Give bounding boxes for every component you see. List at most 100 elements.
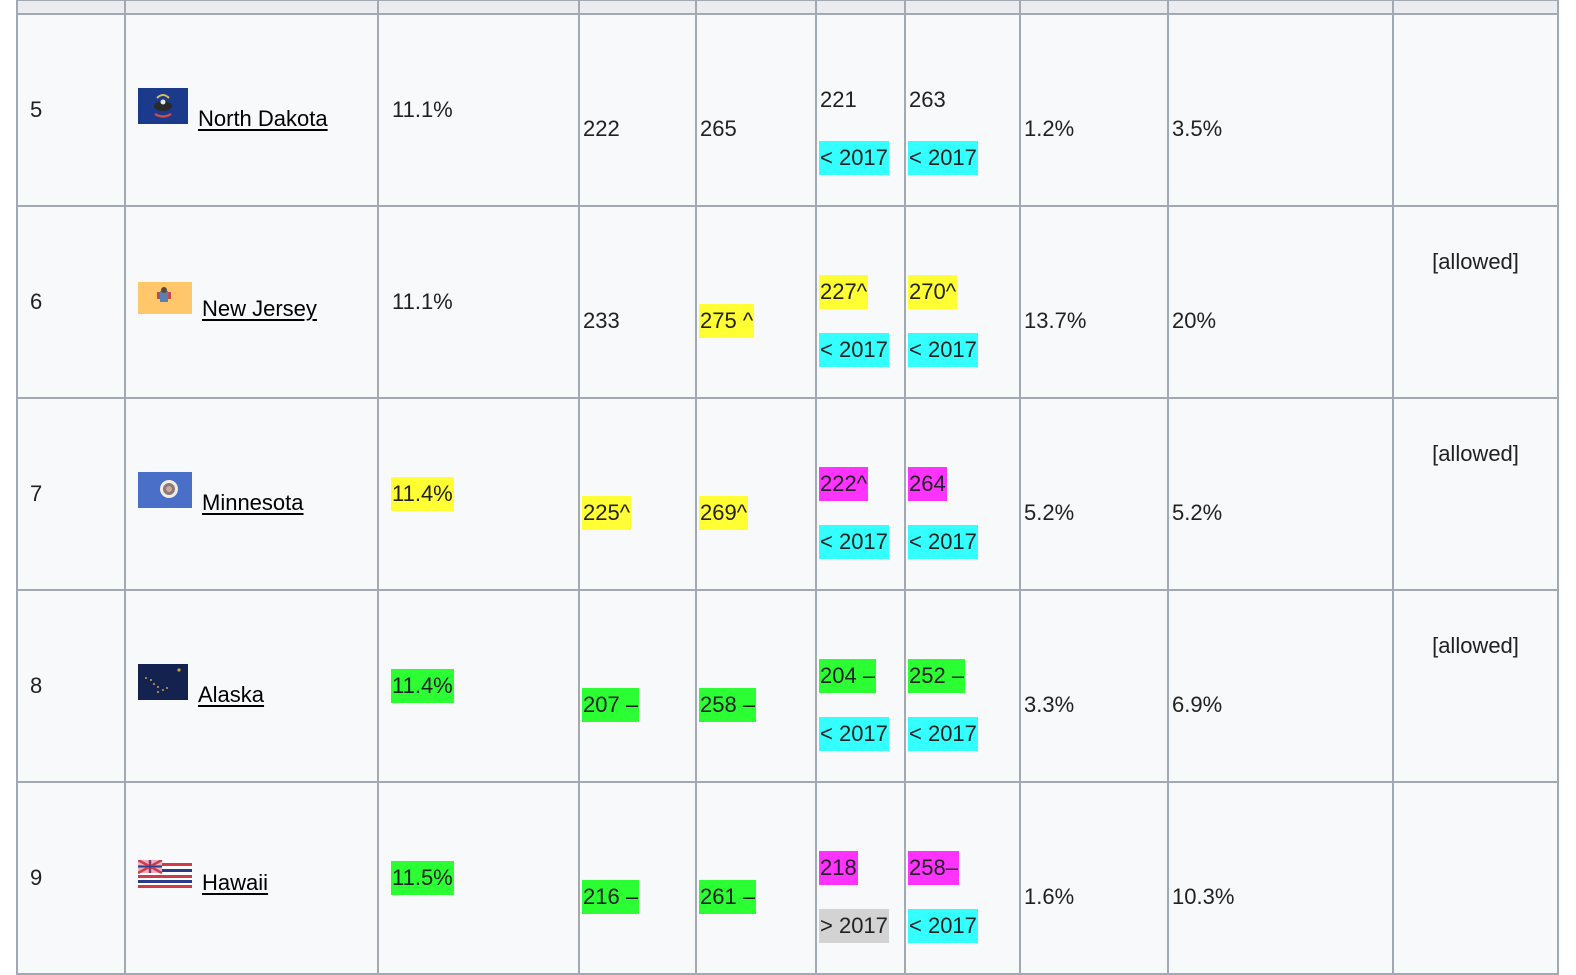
rank-value: 7 <box>30 481 43 506</box>
score-value: 218 <box>819 851 858 885</box>
score-cell-1: 222 <box>578 13 697 207</box>
rank-value: 9 <box>30 865 43 890</box>
note-cell <box>1392 13 1559 207</box>
percent-cell-2: 5.2% <box>1167 397 1394 591</box>
percent-value: 1.6% <box>1024 884 1075 909</box>
percent-cell-1: 5.2% <box>1019 397 1169 591</box>
header-cell <box>695 0 817 15</box>
state-link[interactable]: Hawaii <box>202 870 269 895</box>
percent-value: 3.5% <box>1172 116 1223 141</box>
trend-badge: < 2017 <box>819 141 889 175</box>
percent-value: 6.9% <box>1172 692 1223 717</box>
score-cell-2: 265 <box>695 13 817 207</box>
state-cell: Minnesota <box>124 397 379 591</box>
score-cell-4: 270^ < 2017 <box>904 205 1021 399</box>
note-value: [allowed] <box>1432 249 1519 274</box>
header-cell <box>1167 0 1394 15</box>
trend-badge: < 2017 <box>819 333 889 367</box>
rank-cell: 6 <box>16 205 126 399</box>
note-cell: [allowed] <box>1392 205 1559 399</box>
rate-cell: 11.4% <box>377 589 580 783</box>
rank-cell: 9 <box>16 781 126 975</box>
score-value: 270^ <box>908 275 958 309</box>
score-value: 258 – <box>699 688 757 722</box>
state-data-table: 5 North Dakota 11.1% 222 265 221 < 2017 2… <box>16 0 1559 975</box>
score-cell-4: 264 < 2017 <box>904 397 1021 591</box>
score-value: 216 – <box>582 880 640 914</box>
score-cell-4: 252 – < 2017 <box>904 589 1021 783</box>
rank-value: 6 <box>30 289 43 314</box>
rate-cell: 11.1% <box>377 205 580 399</box>
score-cell-1: 207 – <box>578 589 697 783</box>
note-cell: [allowed] <box>1392 589 1559 783</box>
header-cell <box>578 0 697 15</box>
score-value: 225^ <box>582 496 632 530</box>
table-row-8: 8 Alaska 11.4% 207 – 258 – 204 – < 2017 2… <box>16 589 1559 783</box>
rate-value: 11.4% <box>391 669 454 703</box>
state-link[interactable]: Alaska <box>198 682 265 707</box>
rank-cell: 8 <box>16 589 126 783</box>
score-value: 258– <box>908 851 959 885</box>
table-row-9: 9 Hawaii 11.5% 216 – 261 – 218 > 2017 258… <box>16 781 1559 975</box>
table-row-6: 6 New Jersey 11.1% 233 275 ^ 227^ < 2017 … <box>16 205 1559 399</box>
trend-badge: < 2017 <box>908 525 978 559</box>
alaska-flag-icon <box>138 664 188 700</box>
score-cell-1: 233 <box>578 205 697 399</box>
rate-value: 11.1% <box>392 289 453 314</box>
trend-badge: < 2017 <box>908 141 978 175</box>
table-row-5: 5 North Dakota 11.1% 222 265 221 < 2017 2… <box>16 13 1559 207</box>
score-cell-4: 258– < 2017 <box>904 781 1021 975</box>
percent-value: 5.2% <box>1024 500 1075 525</box>
score-value: 252 – <box>908 659 966 693</box>
rate-cell: 11.5% <box>377 781 580 975</box>
trend-badge: < 2017 <box>908 333 978 367</box>
header-cell <box>1392 0 1559 15</box>
score-cell-1: 225^ <box>578 397 697 591</box>
hawaii-flag-icon <box>138 860 192 888</box>
score-value: 233 <box>583 308 620 333</box>
percent-cell-1: 13.7% <box>1019 205 1169 399</box>
trend-badge: < 2017 <box>908 909 978 943</box>
state-link[interactable]: North Dakota <box>198 106 328 131</box>
score-value: 275 ^ <box>699 304 755 338</box>
rank-value: 8 <box>30 673 43 698</box>
header-cell <box>124 0 379 15</box>
percent-cell-1: 3.3% <box>1019 589 1169 783</box>
score-value: 269^ <box>699 496 749 530</box>
percent-cell-2: 20% <box>1167 205 1394 399</box>
state-cell: Alaska <box>124 589 379 783</box>
score-cell-3: 204 – < 2017 <box>815 589 906 783</box>
score-value: 261 – <box>699 880 757 914</box>
percent-cell-2: 3.5% <box>1167 13 1394 207</box>
header-cell <box>377 0 580 15</box>
state-link[interactable]: New Jersey <box>202 296 317 321</box>
score-cell-3: 227^ < 2017 <box>815 205 906 399</box>
score-value: 207 – <box>582 688 640 722</box>
percent-value: 3.3% <box>1024 692 1075 717</box>
trend-badge: > 2017 <box>819 909 889 943</box>
score-value: 227^ <box>819 275 869 309</box>
minnesota-flag-icon <box>138 472 192 508</box>
note-value: [allowed] <box>1432 633 1519 658</box>
table-row-7: 7 Minnesota 11.4% 225^ 269^ 222^ < 2017 2… <box>16 397 1559 591</box>
trend-badge: < 2017 <box>819 525 889 559</box>
note-value: [allowed] <box>1432 441 1519 466</box>
score-cell-3: 222^ < 2017 <box>815 397 906 591</box>
rate-cell: 11.4% <box>377 397 580 591</box>
state-cell: New Jersey <box>124 205 379 399</box>
score-cell-2: 269^ <box>695 397 817 591</box>
trend-badge: < 2017 <box>819 717 889 751</box>
state-link[interactable]: Minnesota <box>202 490 304 515</box>
score-cell-2: 275 ^ <box>695 205 817 399</box>
score-cell-2: 261 – <box>695 781 817 975</box>
rate-value: 11.4% <box>391 477 454 511</box>
state-cell: Hawaii <box>124 781 379 975</box>
score-cell-1: 216 – <box>578 781 697 975</box>
note-cell: [allowed] <box>1392 397 1559 591</box>
score-value: 222 <box>583 116 620 141</box>
score-value: 204 – <box>819 659 877 693</box>
percent-cell-1: 1.2% <box>1019 13 1169 207</box>
score-cell-2: 258 – <box>695 589 817 783</box>
percent-cell-1: 1.6% <box>1019 781 1169 975</box>
percent-value: 13.7% <box>1024 308 1087 333</box>
